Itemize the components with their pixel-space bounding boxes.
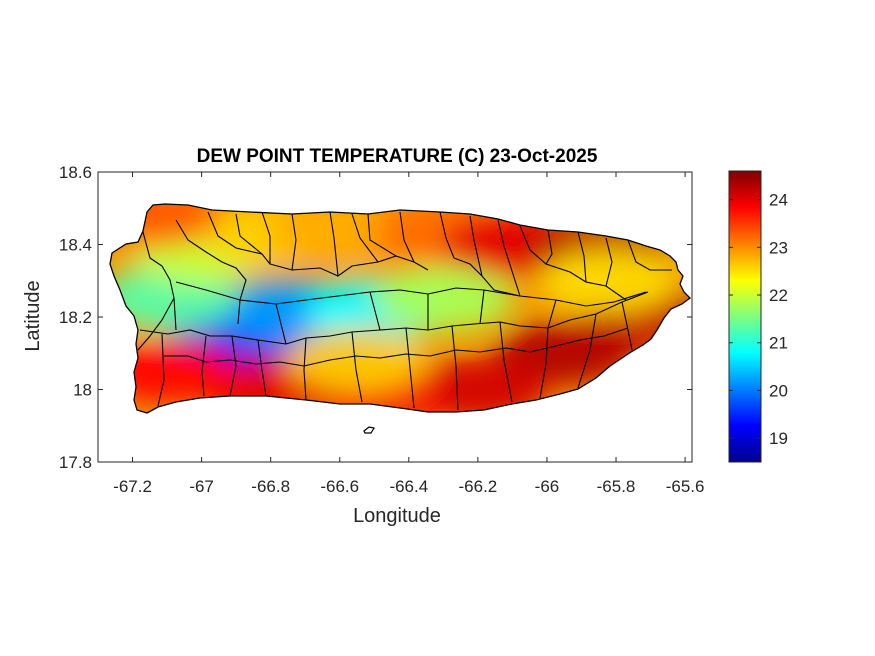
islet-shape [363, 426, 375, 434]
colorbar-tick-label: 24 [769, 191, 788, 210]
municipality-boundary [469, 215, 521, 297]
colorbar-tick-label: 20 [769, 381, 788, 400]
municipality-boundary [399, 211, 415, 263]
municipality-boundary [351, 213, 379, 263]
municipality-boundary [157, 333, 165, 407]
municipality-boundary [499, 321, 513, 403]
colorbar-gradient [728, 170, 762, 463]
municipality-boundary [329, 211, 397, 277]
municipality-boundary [451, 325, 459, 411]
municipality-boundary [351, 331, 363, 403]
field-blob [373, 266, 514, 331]
colorbar-tick-label: 19 [769, 429, 788, 448]
x-tick-label: -65.6 [666, 477, 705, 496]
municipality-boundary [275, 303, 287, 345]
municipality-boundary [367, 213, 429, 271]
municipality-boundary [369, 291, 381, 331]
field-blob [269, 204, 410, 262]
municipality-boundary [303, 337, 307, 401]
municipality-boundary [257, 339, 267, 397]
y-tick-label: 17.8 [59, 453, 92, 472]
small-islet [363, 426, 375, 434]
municipality-boundary [164, 327, 629, 367]
x-tick-label: -66.4 [389, 477, 428, 496]
municipality-boundary [545, 229, 553, 265]
map-axes: -67.2 -67 -66.8 -66.6 -66.4 -66.2 -66 -65.8 -65.… [22, 146, 704, 527]
municipality-boundary [479, 289, 485, 325]
colorbar-ticks: 19 20 21 22 23 24 [729, 191, 788, 448]
municipality-boundary [261, 211, 339, 277]
municipality-boundary [207, 211, 271, 265]
municipality-boundary [547, 299, 557, 329]
municipality-boundary [577, 313, 597, 389]
municipality-boundary [229, 335, 237, 397]
y-tick-label: 18.6 [59, 163, 92, 182]
colorbar-tick-label: 21 [769, 334, 788, 353]
field-blob [539, 248, 680, 313]
x-axis-ticks: -67.2 -67 -66.8 -66.6 -66.4 -66.2 -66 -65.8 -65.… [113, 172, 704, 496]
x-tick-label: -67.2 [113, 477, 152, 496]
x-tick-label: -66.6 [320, 477, 359, 496]
x-tick-label: -66.2 [459, 477, 498, 496]
municipality-boundary [539, 327, 549, 399]
x-axis-label: Longitude [353, 505, 441, 527]
x-tick-label: -66 [535, 477, 560, 496]
colorbar-tick-label: 22 [769, 286, 788, 305]
x-tick-label: -67 [189, 477, 214, 496]
x-tick-label: -65.8 [597, 477, 636, 496]
municipality-boundary [201, 335, 207, 397]
y-axis-ticks: 17.8 18 18.2 18.4 18.6 [59, 163, 692, 472]
municipality-boundary [577, 231, 627, 301]
y-tick-label: 18 [73, 381, 92, 400]
municipality-boundary [621, 301, 633, 351]
municipality-boundary [605, 237, 613, 287]
y-axis-label: Latitude [22, 280, 44, 351]
municipality-boundary [235, 213, 263, 255]
chart-title: DEW POINT TEMPERATURE (C) 23-Oct-2025 [197, 146, 598, 167]
municipality-boundary [291, 213, 297, 271]
field-blob [287, 328, 428, 393]
municipality-boundaries [137, 211, 672, 411]
island-coastline [109, 203, 691, 414]
municipality-boundary [175, 281, 647, 307]
x-tick-label: -66.8 [251, 477, 290, 496]
municipality-boundary [173, 297, 177, 331]
municipality-boundary [139, 291, 649, 345]
colorbar: 19 20 21 22 23 24 [728, 170, 788, 463]
municipality-boundary [497, 219, 521, 297]
colorbar-tick-label: 23 [769, 238, 788, 257]
municipality-boundary [137, 231, 175, 351]
municipality-boundary [405, 327, 415, 409]
municipality-boundary [439, 211, 483, 277]
municipality-boundary [175, 219, 247, 325]
y-tick-label: 18.2 [59, 308, 92, 327]
municipality-boundary [627, 239, 672, 271]
y-tick-label: 18.4 [59, 236, 92, 255]
